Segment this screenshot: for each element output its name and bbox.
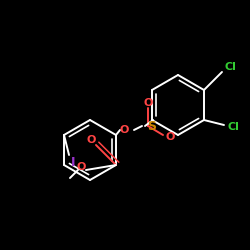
Text: O: O: [76, 162, 86, 172]
Text: O: O: [86, 135, 96, 145]
Text: Cl: Cl: [227, 122, 239, 132]
Text: S: S: [148, 120, 156, 132]
Text: Cl: Cl: [224, 62, 236, 72]
Text: O: O: [119, 125, 129, 135]
Text: O: O: [165, 132, 175, 142]
Text: I: I: [71, 156, 75, 170]
Text: O: O: [143, 98, 153, 108]
